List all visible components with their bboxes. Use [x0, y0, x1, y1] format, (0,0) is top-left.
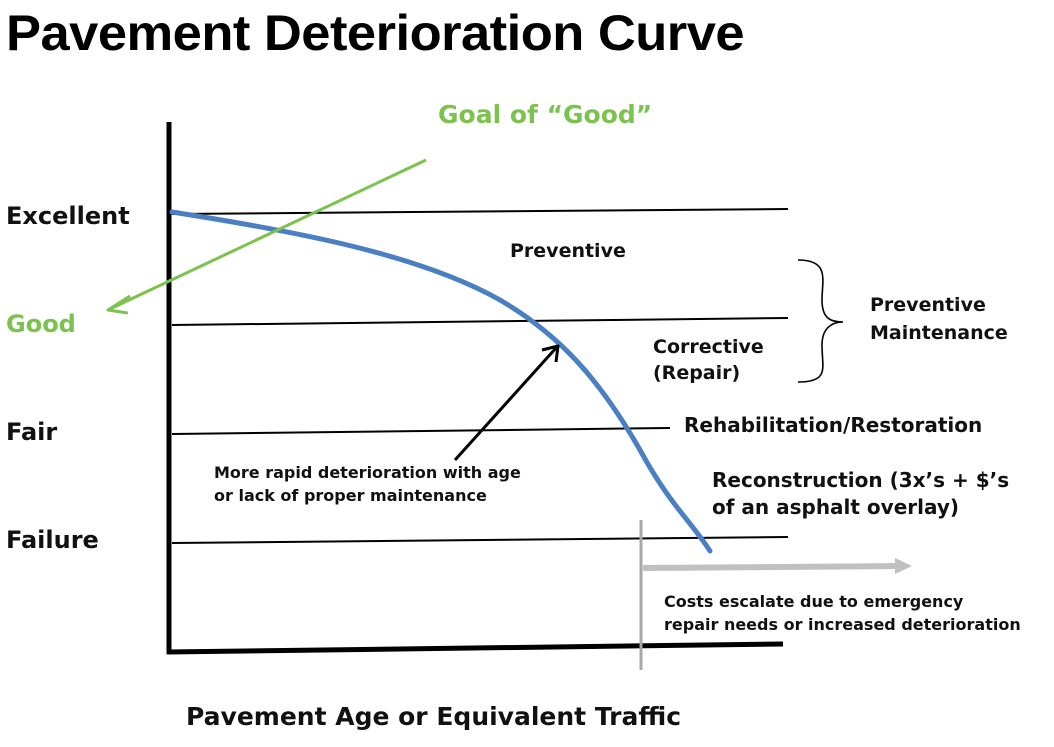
excellent-line — [171, 208, 789, 215]
goal-arrow-line — [111, 158, 427, 310]
arrow-down-left-icon — [106, 294, 131, 315]
level-good: Good — [6, 310, 76, 338]
costs-escalate-note: Costs escalate due to emergency repair n… — [664, 590, 1021, 636]
deterioration-curve — [169, 209, 713, 554]
failure-line — [171, 536, 789, 544]
bracket-label-line2: Maintenance — [870, 322, 1008, 344]
good-line — [171, 317, 789, 326]
level-failure: Failure — [6, 526, 99, 554]
zone-preventive: Preventive — [510, 240, 626, 262]
x-axis — [166, 641, 784, 655]
zone-rehabilitation: Rehabilitation/Restoration — [684, 413, 983, 437]
reconstruction-line2: of an asphalt overlay) — [712, 495, 960, 519]
reconstruction-line1: Reconstruction (3x’s + $’s — [712, 468, 1010, 492]
preventive-maintenance-label: Preventive Maintenance — [870, 291, 1008, 347]
zone-corrective: Corrective (Repair) — [653, 334, 764, 386]
fair-line — [171, 427, 671, 435]
costs-note-line1: Costs escalate due to emergency — [664, 592, 964, 611]
rapid-deterioration-note: More rapid deterioration with age or lac… — [214, 461, 521, 507]
level-excellent: Excellent — [6, 202, 130, 230]
zone-reconstruction: Reconstruction (3x’s + $’s of an asphalt… — [712, 467, 1009, 521]
rapid-arrow-line — [453, 346, 558, 462]
level-fair: Fair — [6, 418, 58, 446]
arrow-up-right-icon — [541, 344, 560, 363]
arrow-right-icon — [895, 558, 912, 574]
x-axis-label: Pavement Age or Equivalent Traffic — [186, 702, 682, 731]
zone-corrective-line2: (Repair) — [653, 362, 741, 384]
cost-arrow-line — [642, 563, 901, 571]
bracket-label-line1: Preventive — [870, 294, 986, 316]
curly-brace-icon — [797, 259, 844, 383]
rapid-note-line1: More rapid deterioration with age — [214, 463, 521, 482]
page-title: Pavement Deterioration Curve — [6, 5, 745, 61]
goal-label: Goal of “Good” — [438, 100, 653, 129]
rapid-note-line2: or lack of proper maintenance — [214, 486, 487, 505]
zone-corrective-line1: Corrective — [653, 336, 764, 358]
costs-note-line2: repair needs or increased deterioration — [664, 615, 1021, 634]
